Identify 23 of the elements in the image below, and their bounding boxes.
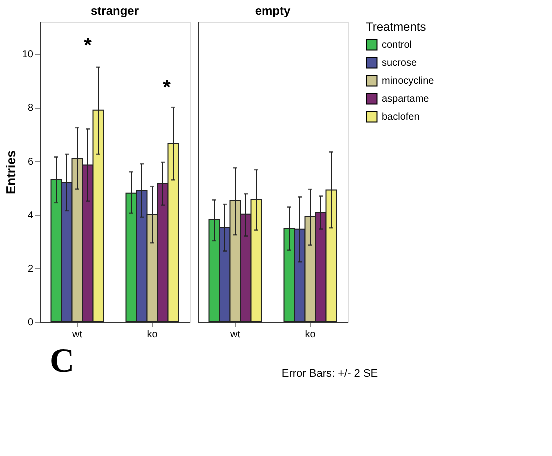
- y-tick-label: 10: [22, 50, 34, 61]
- legend-label: sucrose: [382, 58, 418, 69]
- x-tick-label: ko: [147, 330, 158, 340]
- y-tick-label: 4: [28, 210, 34, 222]
- text: Error Bars: +/- 2 SE: [282, 368, 378, 380]
- legend-label: control: [382, 40, 412, 51]
- legend-label: baclofen: [382, 112, 420, 123]
- y-tick-label: 8: [28, 103, 34, 114]
- text: C: [50, 343, 75, 380]
- annotation: *: [163, 77, 172, 99]
- annotation: *: [84, 35, 92, 57]
- x-tick-label: wt: [230, 330, 241, 340]
- y-tick-label: 2: [28, 264, 34, 275]
- legend-title: Treatments: [366, 20, 426, 34]
- x-tick-label: ko: [305, 330, 316, 340]
- y-axis-title: Entries: [3, 150, 18, 195]
- x-tick-label: wt: [72, 330, 83, 340]
- y-tick-label: 0: [28, 318, 34, 328]
- legend-label: aspartame: [382, 94, 430, 105]
- chart-title: stranger: [90, 4, 140, 18]
- legend-label: minocycline: [382, 76, 435, 87]
- chart-title: empty: [255, 4, 291, 18]
- y-tick-label: 6: [28, 156, 34, 168]
